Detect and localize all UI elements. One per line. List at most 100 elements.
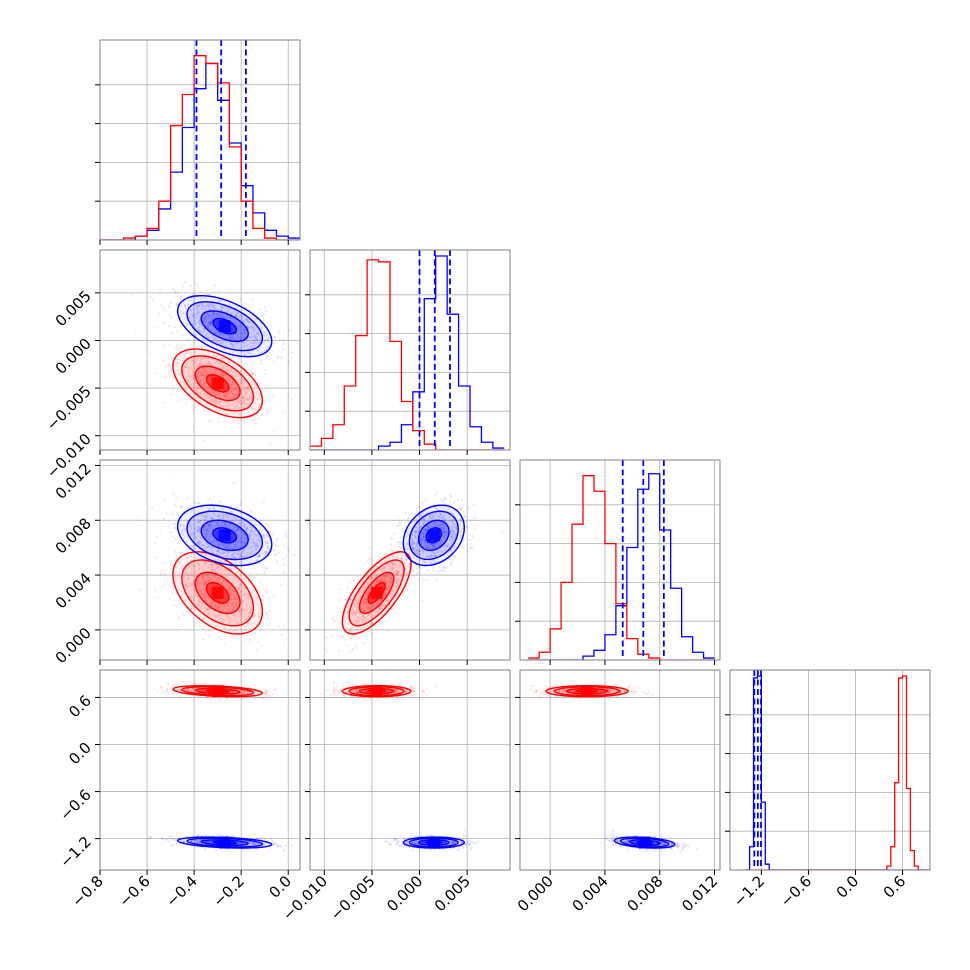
scatter-point xyxy=(261,598,264,601)
scatter-point xyxy=(258,536,261,539)
scatter-point xyxy=(201,367,204,370)
scatter-point xyxy=(199,363,202,366)
scatter-point xyxy=(420,512,424,515)
scatter-point xyxy=(419,539,422,542)
scatter-point xyxy=(238,322,241,325)
scatter-point xyxy=(205,608,208,611)
scatter-point xyxy=(197,589,200,593)
scatter-point xyxy=(424,539,427,542)
scatter-point xyxy=(245,529,248,532)
scatter-point xyxy=(222,365,225,368)
scatter-point xyxy=(390,549,393,552)
scatter-point xyxy=(208,303,211,306)
scatter-point xyxy=(380,561,383,564)
scatter-point xyxy=(167,364,170,367)
scatter-point xyxy=(175,604,178,607)
scatter-point xyxy=(195,570,198,573)
scatter-point xyxy=(256,398,259,401)
scatter-point xyxy=(263,572,266,575)
scatter-point xyxy=(198,319,201,323)
scatter-point xyxy=(242,690,245,694)
scatter-point xyxy=(285,535,288,538)
scatter-point xyxy=(251,368,254,371)
scatter-point xyxy=(449,530,452,533)
scatter-point xyxy=(442,506,446,509)
scatter-point xyxy=(224,545,227,548)
scatter-point xyxy=(257,553,260,556)
scatter-point xyxy=(196,510,199,513)
scatter-point xyxy=(213,337,216,340)
scatter-point xyxy=(429,553,432,556)
scatter-point xyxy=(232,343,236,346)
scatter-point xyxy=(356,615,359,618)
scatter-point xyxy=(219,357,222,360)
scatter-point xyxy=(206,323,209,326)
scatter-point xyxy=(196,285,199,288)
scatter-point xyxy=(237,522,241,526)
scatter-point xyxy=(387,585,390,588)
scatter-point xyxy=(203,373,206,376)
scatter-point xyxy=(203,316,206,319)
scatter-point xyxy=(235,400,238,403)
scatter-point xyxy=(221,342,224,345)
scatter-point xyxy=(174,551,178,554)
scatter-point xyxy=(190,572,193,575)
histogram-blue xyxy=(528,473,715,660)
scatter-point xyxy=(178,582,182,585)
scatter-point xyxy=(244,318,248,321)
scatter-point xyxy=(181,680,184,684)
scatter-point xyxy=(179,377,182,380)
scatter-point xyxy=(168,364,171,368)
scatter-point xyxy=(365,592,368,595)
scatter-point xyxy=(203,527,206,531)
scatter-point xyxy=(202,330,205,333)
scatter-point xyxy=(209,322,212,325)
scatter-point xyxy=(199,345,202,348)
scatter-point xyxy=(233,412,236,415)
scatter-point xyxy=(209,547,212,550)
scatter-point xyxy=(424,528,427,531)
scatter-point xyxy=(228,526,231,529)
scatter-point xyxy=(244,547,247,550)
scatter-point xyxy=(240,691,243,695)
scatter-point xyxy=(219,515,222,518)
scatter-point xyxy=(449,510,452,513)
scatter-point xyxy=(204,582,207,586)
scatter-point xyxy=(215,567,218,570)
scatter-point xyxy=(184,346,187,350)
scatter-point xyxy=(344,597,347,601)
scatter-point xyxy=(408,563,411,566)
scatter-point xyxy=(417,578,420,581)
scatter-point xyxy=(187,565,190,568)
scatter-point xyxy=(207,580,210,584)
scatter-point xyxy=(439,513,442,516)
scatter-point xyxy=(430,524,433,527)
scatter-point xyxy=(256,332,260,335)
scatter-point xyxy=(362,625,365,628)
scatter-point xyxy=(242,533,245,536)
scatter-point xyxy=(184,598,187,601)
scatter-point xyxy=(225,400,229,403)
scatter-point xyxy=(210,302,213,305)
scatter-point xyxy=(227,567,230,570)
scatter-point xyxy=(236,529,239,532)
scatter-point xyxy=(237,312,240,315)
scatter-point xyxy=(395,568,398,571)
scatter-point xyxy=(177,358,180,361)
scatter-point xyxy=(249,511,252,514)
scatter-point xyxy=(443,548,446,551)
scatter-point xyxy=(159,686,163,690)
scatter-point xyxy=(206,561,209,564)
scatter-point xyxy=(216,514,220,517)
scatter-point xyxy=(374,628,378,631)
scatter-point xyxy=(435,491,438,494)
scatter-point xyxy=(368,557,371,561)
scatter-point xyxy=(206,325,209,328)
scatter-point xyxy=(249,535,252,538)
scatter-point xyxy=(242,549,246,552)
scatter-point xyxy=(280,845,283,849)
scatter-point xyxy=(230,519,233,523)
scatter-point xyxy=(227,588,230,591)
scatter-point xyxy=(394,582,397,585)
scatter-point xyxy=(208,321,211,324)
